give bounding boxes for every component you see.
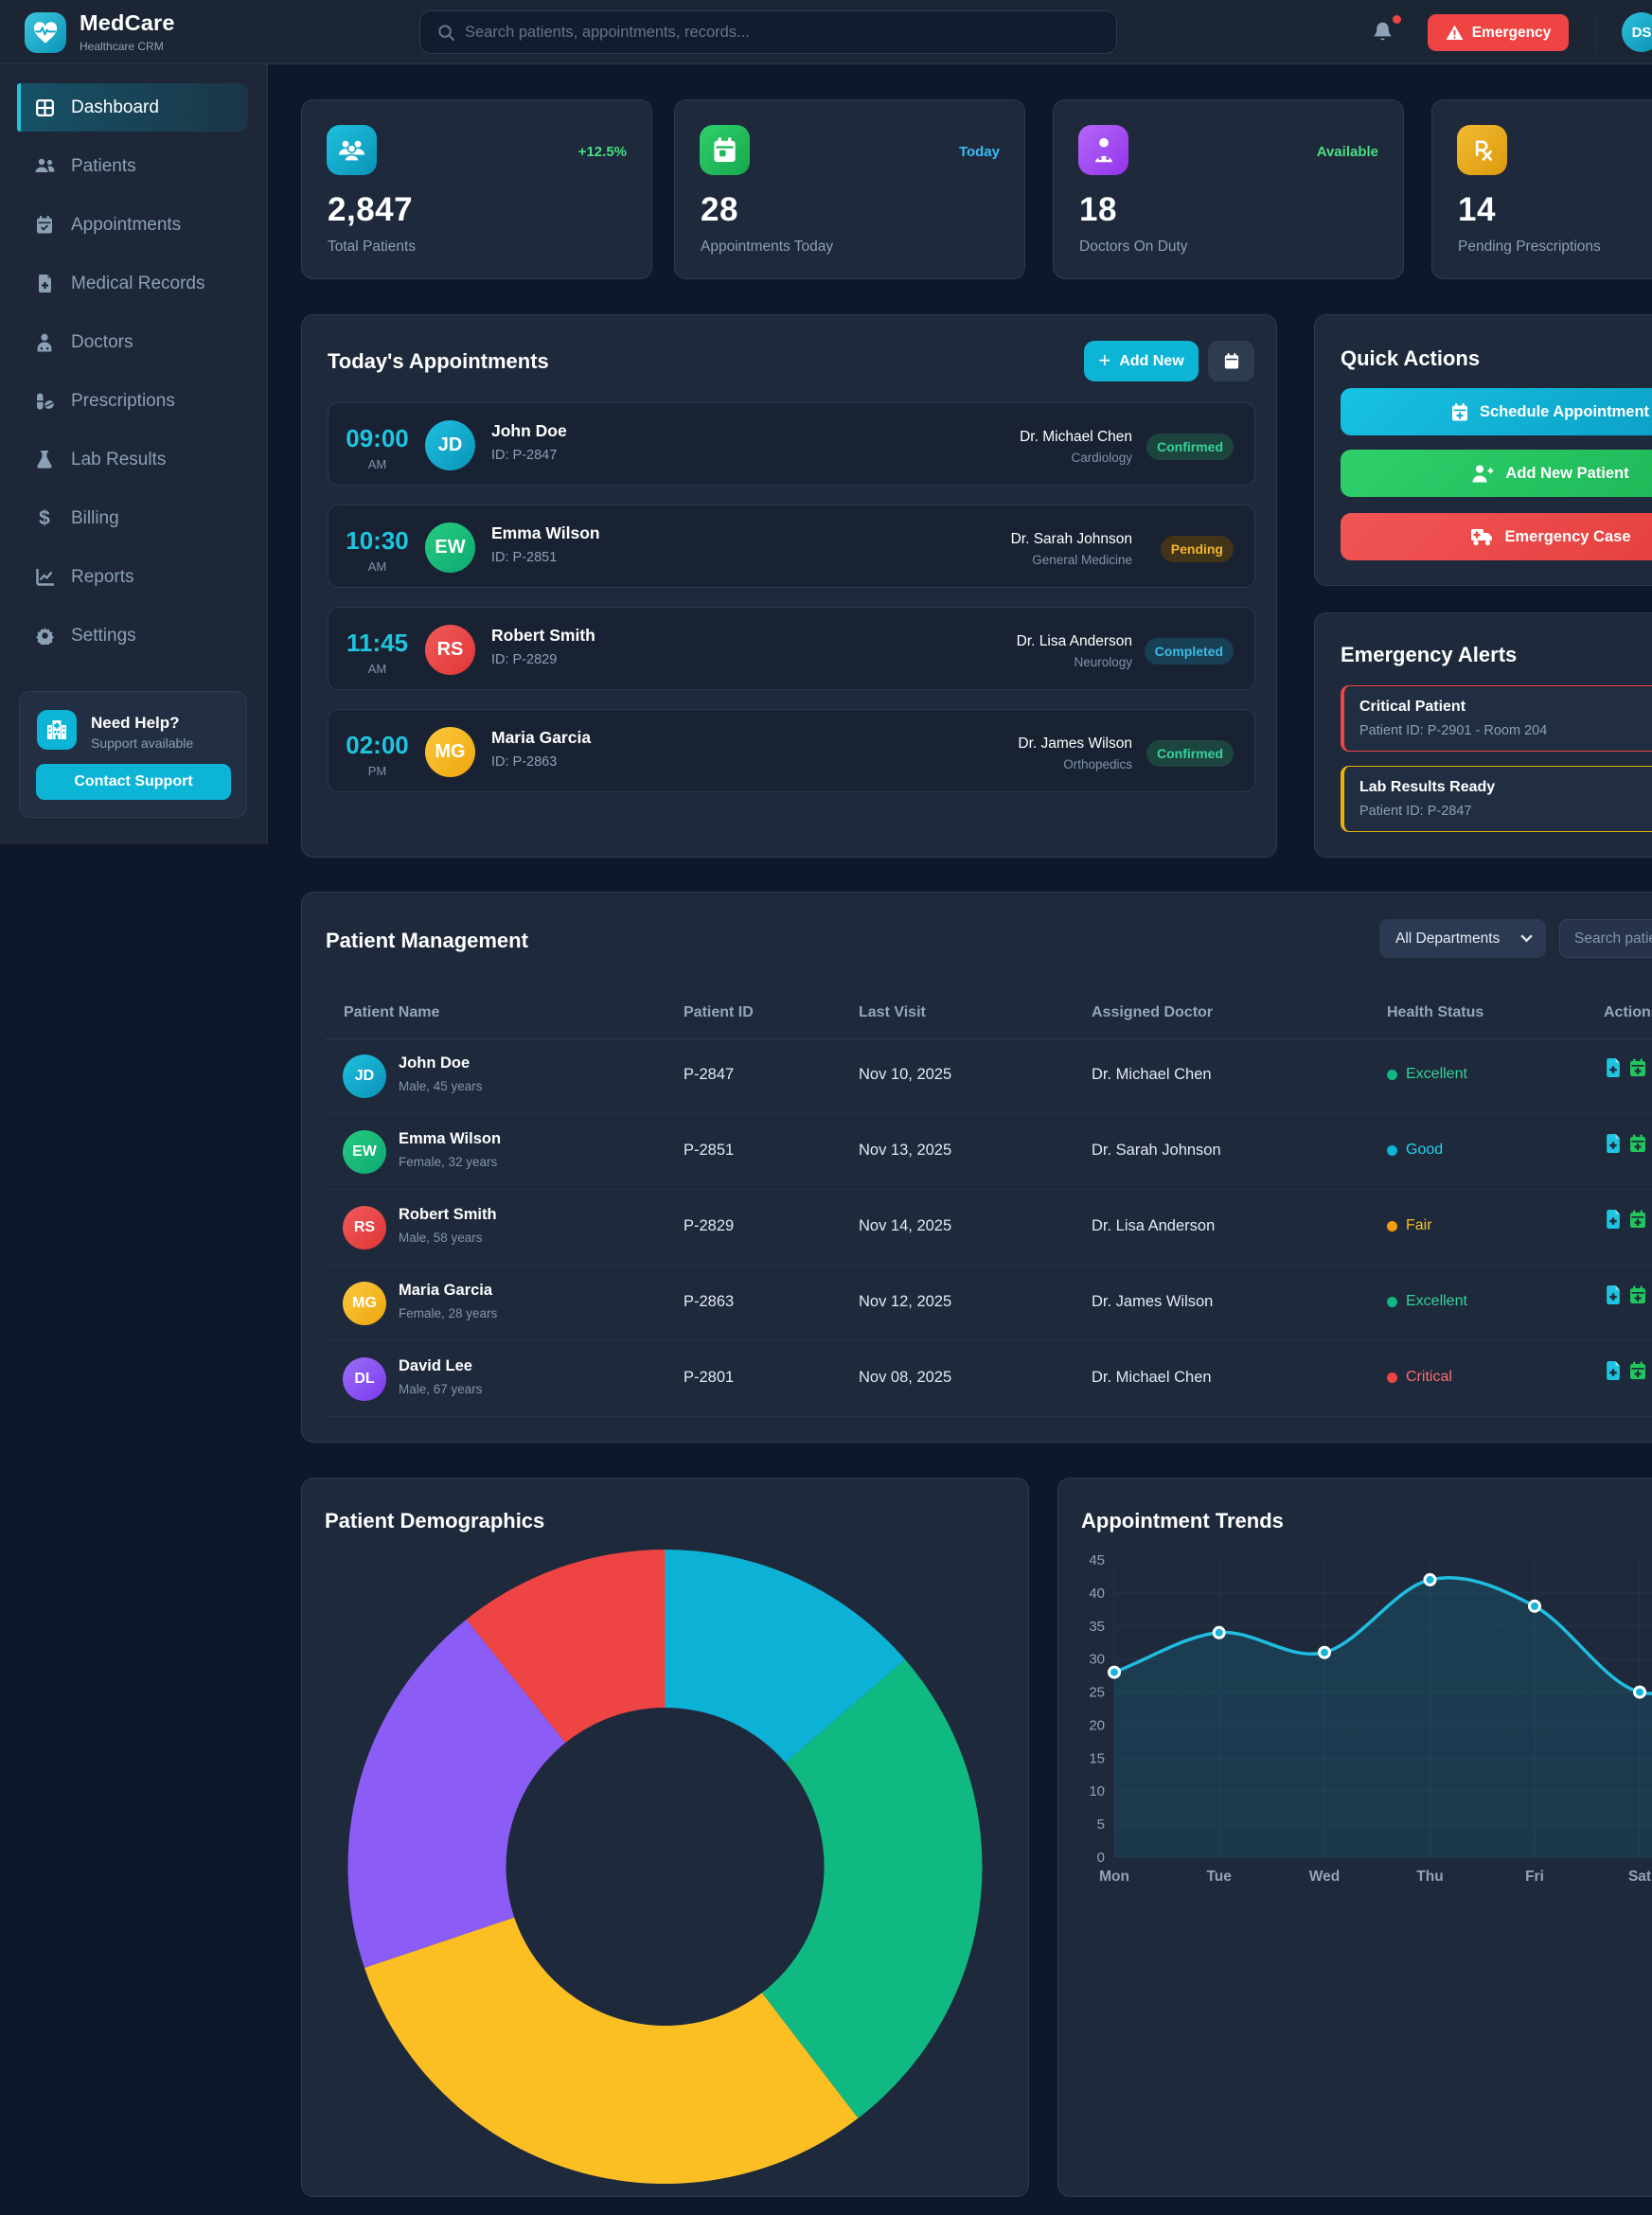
svg-text:Tue: Tue — [1206, 1869, 1232, 1885]
svg-text:35: 35 — [1089, 1619, 1105, 1635]
svg-text:25: 25 — [1089, 1685, 1105, 1701]
svg-text:5: 5 — [1097, 1816, 1105, 1833]
svg-text:0: 0 — [1097, 1850, 1105, 1866]
svg-text:Wed: Wed — [1309, 1869, 1340, 1885]
svg-text:Mon: Mon — [1099, 1869, 1129, 1885]
svg-text:20: 20 — [1089, 1717, 1105, 1733]
svg-text:10: 10 — [1089, 1783, 1105, 1799]
svg-text:Sat: Sat — [1628, 1869, 1651, 1885]
svg-text:Thu: Thu — [1416, 1869, 1443, 1885]
svg-text:Fri: Fri — [1525, 1869, 1544, 1885]
svg-text:30: 30 — [1089, 1652, 1105, 1668]
svg-text:15: 15 — [1089, 1750, 1105, 1766]
svg-text:40: 40 — [1089, 1586, 1105, 1602]
svg-text:45: 45 — [1089, 1552, 1105, 1568]
